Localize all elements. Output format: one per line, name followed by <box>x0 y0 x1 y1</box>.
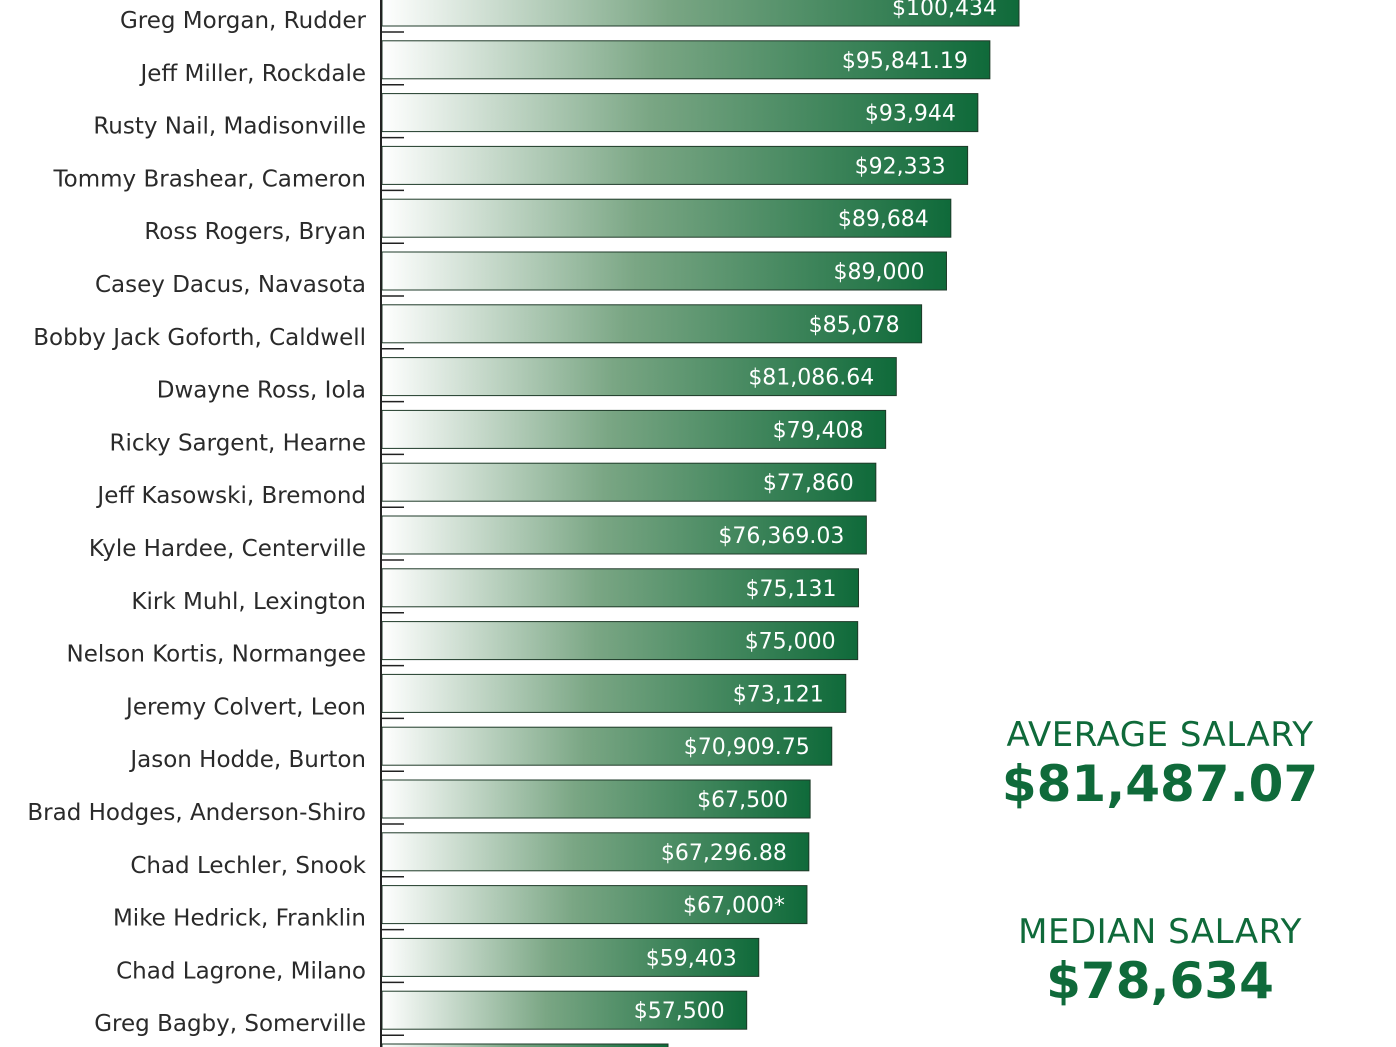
bar-value-label: $67,500 <box>697 788 788 813</box>
average-salary-value: $81,487.07 <box>1001 755 1319 813</box>
bar-value-label: $79,408 <box>773 418 864 443</box>
bar <box>381 357 897 397</box>
category-label: Ross Rogers, Bryan <box>144 219 366 245</box>
category-label: Greg Morgan, Rudder <box>120 8 367 34</box>
bar-value-label: $92,333 <box>855 154 946 179</box>
bar-value-label: $57,500 <box>634 999 725 1024</box>
bar-value-label: $70,909.75 <box>684 735 810 760</box>
median-salary-value: $78,634 <box>1046 952 1274 1010</box>
bar <box>381 726 833 766</box>
category-label: Jeremy Colvert, Leon <box>124 694 366 720</box>
bar-value-label: $59,403 <box>646 946 737 971</box>
median-salary-label: MEDIAN SALARY <box>1018 912 1302 952</box>
bar-value-label: $67,296.88 <box>661 841 787 866</box>
average-salary-label: AVERAGE SALARY <box>1006 715 1314 755</box>
category-label: Chad Lagrone, Milano <box>116 958 366 984</box>
bar <box>381 779 811 819</box>
bar-value-label: $93,944 <box>865 102 956 127</box>
category-label: Nelson Kortis, Normangee <box>67 642 366 668</box>
category-label: Greg Bagby, Somerville <box>94 1011 366 1037</box>
bar <box>381 832 810 872</box>
bar-value-label: $85,078 <box>809 313 900 338</box>
bar <box>381 304 923 344</box>
category-label: Ricky Sargent, Hearne <box>110 430 366 456</box>
bar <box>381 462 877 502</box>
category-label: Jason Hodde, Burton <box>128 747 366 773</box>
bar <box>381 409 887 449</box>
bar-value-label: $76,369.03 <box>718 524 844 549</box>
category-label: Jeff Miller, Rockdale <box>138 61 366 87</box>
bar-value-label: $75,131 <box>746 577 837 602</box>
category-label: Bobby Jack Goforth, Caldwell <box>33 325 366 351</box>
bar-value-label: $81,086.64 <box>748 366 874 391</box>
category-label: Dwayne Ross, Iola <box>157 378 366 404</box>
category-label: Kyle Hardee, Centerville <box>89 536 366 562</box>
bar <box>381 937 760 977</box>
bar-value-label: $95,841.19 <box>842 49 968 74</box>
bar-value-label: $67,000* <box>683 894 785 919</box>
category-label: Brad Hodges, Anderson-Shiro <box>27 800 366 826</box>
category-label: Casey Dacus, Navasota <box>95 272 366 298</box>
bar <box>381 198 952 238</box>
bar <box>381 251 947 291</box>
bar <box>381 990 748 1030</box>
bar-value-label: $89,000 <box>833 260 924 285</box>
bar <box>381 673 847 713</box>
category-label: Mike Hedrick, Franklin <box>113 906 366 932</box>
bar <box>381 568 860 608</box>
bar-cropped <box>381 1043 669 1047</box>
bar <box>381 145 969 185</box>
bar <box>381 40 991 80</box>
category-label: Rusty Nail, Madisonville <box>93 114 366 140</box>
category-label: Kirk Muhl, Lexington <box>131 589 366 615</box>
bar-value-label: $75,000 <box>745 630 836 655</box>
category-label: Chad Lechler, Snook <box>130 853 366 879</box>
bar-value-label: $100,434 <box>892 0 997 21</box>
bar-value-label: $89,684 <box>838 207 929 232</box>
category-label: Tommy Brashear, Cameron <box>53 166 366 192</box>
bar-value-label: $77,860 <box>763 471 854 496</box>
bar-value-label: $73,121 <box>733 682 824 707</box>
median-salary-block: MEDIAN SALARY $78,634 <box>960 912 1360 1010</box>
bar <box>381 621 859 661</box>
category-label: Jeff Kasowski, Bremond <box>95 483 366 509</box>
average-salary-block: AVERAGE SALARY $81,487.07 <box>960 715 1360 813</box>
